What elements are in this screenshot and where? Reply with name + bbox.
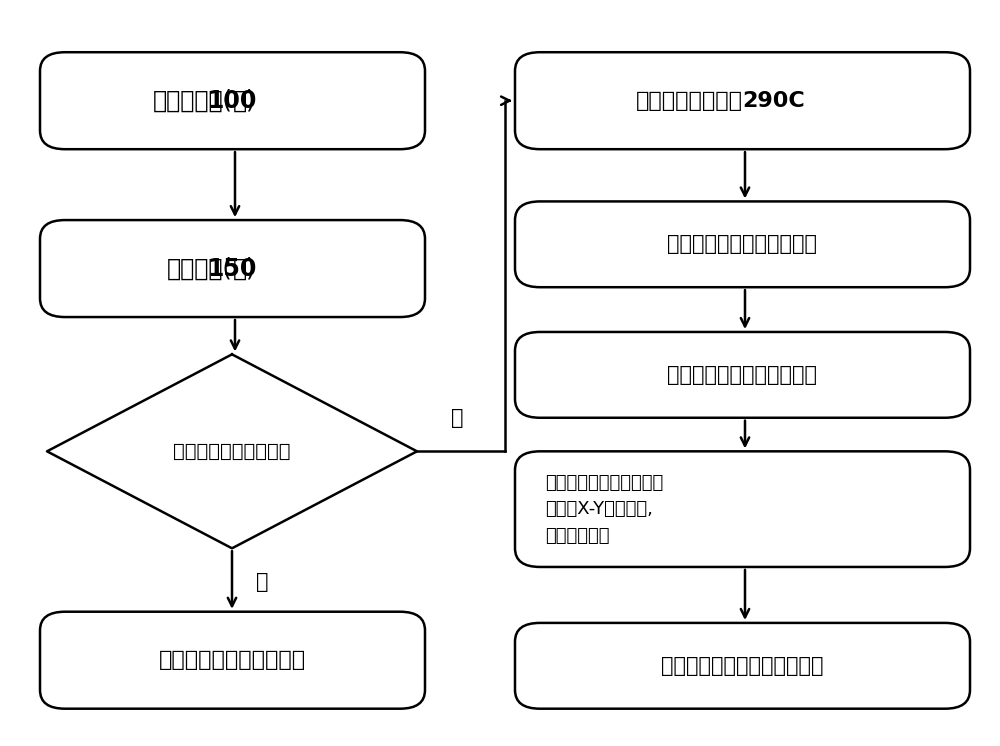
- Text: 在需要的清洁期间手动地
将台在X-Y方向移动,
按需要清洁。: 在需要的清洁期间手动地 将台在X-Y方向移动, 按需要清洁。: [545, 474, 663, 545]
- Text: 秒): 秒): [232, 89, 256, 113]
- FancyBboxPatch shape: [515, 332, 970, 418]
- Text: 150: 150: [208, 257, 257, 280]
- Text: 使用手动工具使组分脱除: 使用手动工具使组分脱除: [159, 651, 306, 670]
- Text: 将真空喷嘴降低至目标位置: 将真空喷嘴降低至目标位置: [668, 365, 818, 385]
- Text: 100: 100: [208, 89, 257, 113]
- Text: 否: 否: [256, 572, 268, 592]
- FancyBboxPatch shape: [40, 612, 425, 709]
- FancyBboxPatch shape: [515, 451, 970, 567]
- FancyBboxPatch shape: [515, 623, 970, 709]
- Text: 是否可通过喷嘴移除？: 是否可通过喷嘴移除？: [173, 442, 291, 461]
- FancyBboxPatch shape: [40, 220, 425, 317]
- FancyBboxPatch shape: [40, 52, 425, 149]
- Text: 回流组分(: 回流组分(: [167, 257, 232, 280]
- Text: 是: 是: [451, 408, 463, 427]
- FancyBboxPatch shape: [515, 52, 970, 149]
- Text: 290C: 290C: [742, 91, 805, 110]
- Text: 预加热组分(: 预加热组分(: [153, 89, 232, 113]
- FancyBboxPatch shape: [515, 201, 970, 287]
- Text: 将目标位置加热至: 将目标位置加热至: [636, 91, 742, 110]
- Text: 冷却下来之后使用清洁剂擦除: 冷却下来之后使用清洁剂擦除: [661, 656, 824, 676]
- Text: 秒): 秒): [232, 257, 256, 280]
- Text: 向目标位置上施加粘性焊药: 向目标位置上施加粘性焊药: [668, 234, 818, 254]
